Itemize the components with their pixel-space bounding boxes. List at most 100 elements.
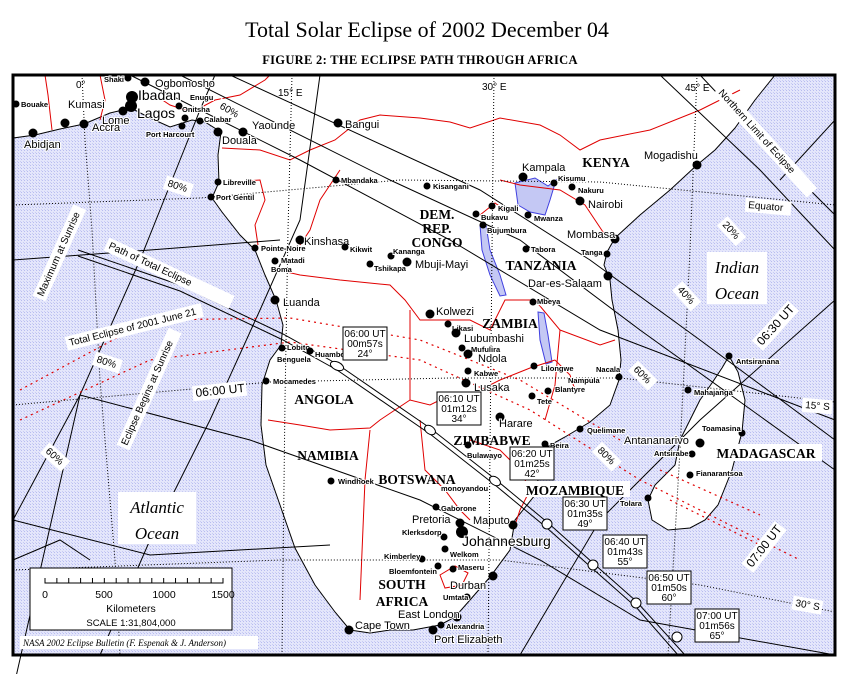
country-label-drc: REP.	[422, 221, 451, 236]
time-box-altitude: 55°	[617, 557, 632, 568]
city-label: Mwanza	[534, 214, 564, 223]
city: Tabora	[522, 244, 557, 255]
city: Bulawayo	[464, 441, 503, 461]
parallel-label: 15° S	[805, 400, 831, 413]
parallel-label: 30° S	[794, 598, 820, 613]
city: Port Harcourt	[145, 122, 196, 140]
city: Port Elizabeth	[428, 625, 503, 647]
city-dot	[451, 328, 461, 338]
city-dot	[461, 378, 471, 388]
africa-landmass	[12, 74, 777, 634]
city-label: Port Elizabeth	[434, 634, 502, 646]
city-label: East London	[398, 609, 460, 621]
city: Quelimane	[576, 425, 626, 436]
city-dot	[463, 349, 473, 359]
city-label: Umtata	[443, 593, 469, 602]
city: Bangui	[333, 118, 380, 132]
city-dot	[524, 211, 532, 219]
city-dot	[449, 565, 457, 573]
city: Kimberley	[383, 551, 426, 563]
city: Lusaka	[461, 378, 511, 395]
meridian-label: 30° E	[482, 82, 507, 93]
city-dot	[615, 373, 623, 381]
city-dot	[434, 562, 442, 570]
city-label: Cape Town	[355, 620, 410, 632]
city-dot	[175, 102, 183, 110]
city: Ndola	[463, 349, 509, 366]
city-dot	[738, 429, 746, 437]
city-label: Pointe-Noire	[261, 244, 306, 253]
city: Boma	[270, 264, 294, 275]
city-label: Accra	[92, 122, 121, 134]
time-box-duration: 00m57s	[347, 339, 383, 350]
city-label: Antsiranana	[736, 357, 780, 366]
country-label-zambia: ZAMBIA	[482, 316, 538, 331]
city-dot	[60, 118, 70, 128]
city: Abidjan	[23, 128, 62, 152]
city: Kinshasa	[295, 235, 351, 249]
city: Luanda	[270, 295, 322, 310]
city: Calabar	[196, 114, 233, 125]
time-box-duration: 01m43s	[607, 547, 643, 558]
city: Blantyre	[544, 384, 586, 395]
city-dot	[214, 178, 222, 186]
city: Bloemfontein	[388, 562, 442, 577]
country-label-angola: ANGOLA	[294, 392, 354, 407]
map-title: Total Solar Eclipse of 2002 December 04	[245, 17, 609, 42]
city: Kolwezi	[425, 305, 475, 319]
city-dot	[418, 555, 426, 563]
city-dot	[464, 441, 472, 449]
city: Yaounde	[238, 119, 296, 137]
city-label: Kampala	[522, 162, 566, 174]
city-label: Bulawayo	[467, 451, 502, 460]
city-dot	[181, 114, 189, 122]
city: Lubumbashi	[451, 328, 525, 346]
city-label: Lusaka	[474, 382, 510, 394]
city: Mombasa	[566, 228, 620, 244]
city-label: Kabwe	[474, 369, 498, 378]
city-label: Boma	[271, 265, 293, 274]
city-label: Yaounde	[252, 120, 295, 132]
city: Accra	[79, 119, 122, 135]
city-label: Tanga	[581, 248, 603, 257]
city-dot	[262, 377, 270, 385]
indian-ocean-label: Ocean	[715, 284, 759, 303]
city: Kigali	[488, 202, 519, 214]
city-dot	[124, 74, 132, 82]
city-dot	[568, 183, 576, 191]
city: Maputo	[472, 514, 518, 530]
city: Kananga	[387, 246, 427, 260]
city-label: Kimberley	[384, 552, 421, 561]
indian-ocean-label: Indian	[714, 258, 759, 277]
city-label: Mbeya	[537, 297, 561, 306]
city: Mogadishu	[643, 149, 702, 170]
city-label: Tolara	[620, 499, 643, 508]
city-dot	[295, 235, 305, 245]
city: Umtata	[442, 592, 471, 603]
city-label: Pretoria	[412, 514, 451, 526]
city-dot	[495, 412, 505, 422]
city: Windhoek	[327, 476, 376, 487]
scale-unit: Kilometers	[106, 603, 156, 615]
country-label-botswana: BOTSWANA	[378, 472, 456, 487]
city: Lobito	[278, 342, 311, 353]
city-dot	[271, 257, 279, 265]
city-dot	[79, 119, 89, 129]
city: Antsirabe	[653, 448, 696, 459]
city: Ogbomosho	[140, 77, 216, 91]
city: Likasi	[444, 320, 474, 334]
city-dot	[213, 127, 223, 137]
city-label: Calabar	[204, 115, 232, 124]
atlantic-ocean-label: Ocean	[135, 524, 179, 543]
city-dot	[458, 344, 466, 352]
city-label: Bukavu	[481, 213, 509, 222]
city-dot	[140, 77, 150, 87]
lake-victoria	[514, 177, 557, 216]
city-dot	[479, 221, 487, 229]
city-dot	[603, 250, 611, 258]
city: Welkom	[441, 545, 480, 560]
